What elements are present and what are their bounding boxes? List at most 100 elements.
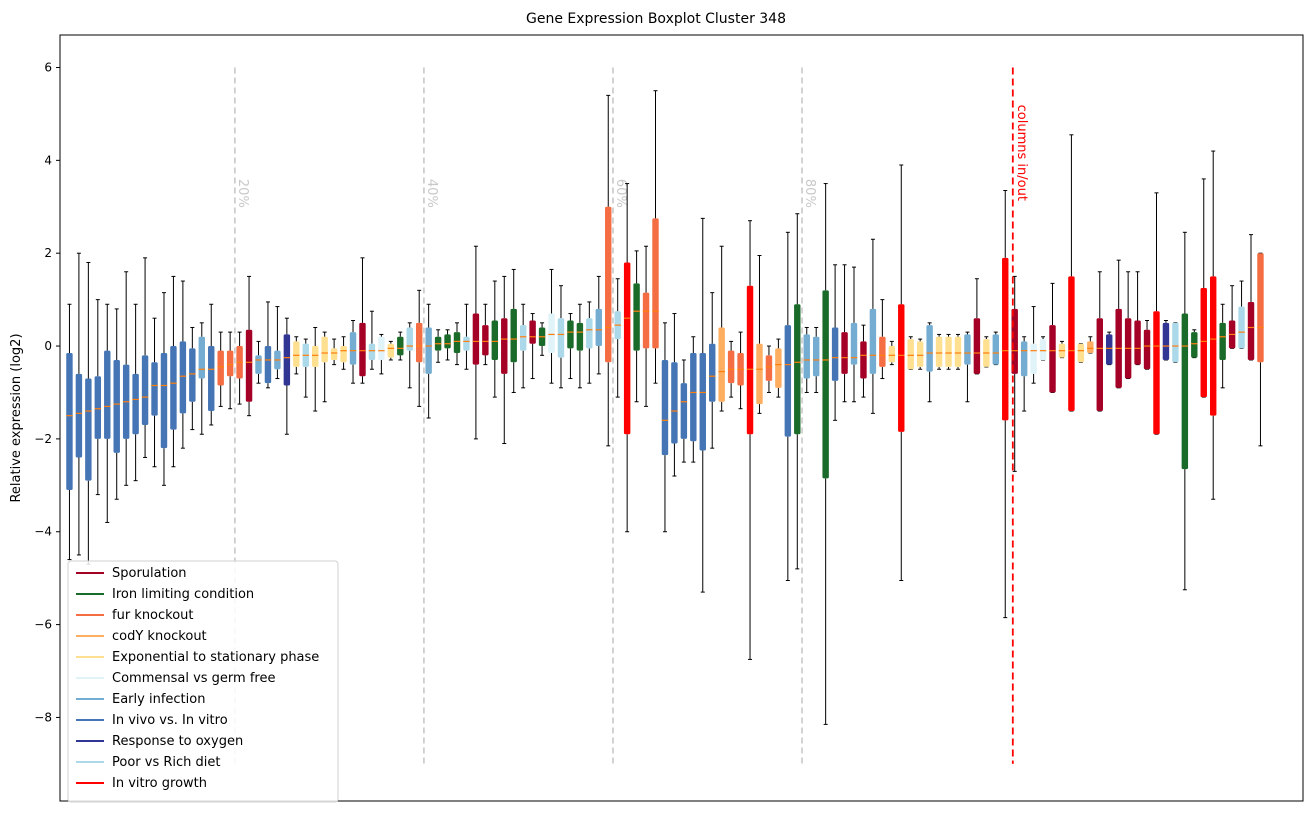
box-125	[1238, 280, 1245, 349]
box-iqr	[1030, 343, 1037, 374]
box-30	[340, 336, 347, 370]
box-iqr	[576, 322, 584, 351]
legend-label: Poor vs Rich diet	[112, 755, 220, 770]
columns-in-out-label: columns in/out	[1014, 105, 1029, 201]
box-iqr	[907, 339, 914, 370]
box-iqr	[321, 336, 328, 363]
box-89	[898, 164, 905, 581]
box-iqr	[1077, 343, 1085, 363]
box-97	[973, 278, 981, 375]
box-iqr	[1257, 253, 1264, 363]
box-20	[245, 275, 253, 417]
box-70	[718, 245, 725, 412]
box-iqr	[841, 332, 848, 374]
box-55	[576, 303, 584, 389]
box-iqr	[359, 322, 366, 377]
box-iqr	[623, 262, 631, 435]
box-iqr	[1002, 257, 1009, 421]
box-iqr	[330, 348, 338, 360]
box-49	[519, 303, 527, 389]
box-iqr	[945, 336, 952, 367]
box-121	[1200, 178, 1207, 398]
box-iqr	[94, 376, 102, 439]
percentile-label: 80%	[802, 179, 817, 208]
box-iqr	[898, 304, 905, 432]
box-iqr	[453, 332, 461, 354]
y-tick-label: 0	[44, 339, 52, 353]
legend-label: Sporulation	[112, 566, 187, 581]
box-iqr	[151, 362, 158, 416]
box-1	[66, 303, 73, 561]
box-iqr	[501, 318, 508, 374]
box-iqr	[387, 343, 395, 358]
box-82	[831, 264, 839, 421]
box-iqr	[992, 334, 1000, 365]
box-104	[1039, 336, 1047, 361]
box-6	[113, 308, 120, 500]
box-iqr	[1200, 288, 1207, 398]
box-iqr	[822, 290, 829, 479]
chart-title: Gene Expression Boxplot Cluster 348	[526, 11, 786, 27]
box-iqr	[113, 359, 120, 453]
box-5	[104, 303, 111, 523]
box-108	[1077, 343, 1085, 363]
box-iqr	[160, 353, 168, 449]
box-iqr	[1181, 313, 1189, 470]
box-85	[860, 324, 867, 398]
box-iqr	[765, 355, 773, 381]
box-iqr	[869, 308, 877, 374]
box-iqr	[519, 325, 527, 351]
box-18	[226, 331, 234, 410]
box-iqr	[226, 350, 234, 377]
box-66	[680, 359, 688, 463]
box-iqr	[888, 346, 896, 363]
box-iqr	[756, 343, 763, 405]
box-iqr	[349, 332, 357, 365]
box-iqr	[255, 355, 262, 374]
box-iqr	[794, 304, 801, 435]
plot-frame	[59, 34, 1304, 802]
box-iqr	[1020, 341, 1028, 377]
box-46	[491, 280, 499, 398]
box-iqr	[548, 313, 555, 354]
box-41	[444, 329, 451, 361]
box-iqr	[444, 334, 451, 349]
box-iqr	[425, 327, 432, 374]
box-iqr	[1219, 322, 1226, 360]
legend-label: fur knockout	[112, 608, 194, 623]
box-iqr	[1172, 322, 1179, 363]
box-19	[236, 331, 243, 405]
box-45	[482, 303, 489, 366]
box-119	[1181, 231, 1189, 591]
box-90	[907, 336, 914, 370]
legend-label: Iron limiting condition	[112, 587, 254, 602]
box-iqr	[472, 313, 480, 365]
box-68	[699, 217, 706, 593]
box-47	[501, 275, 508, 445]
box-21	[255, 340, 262, 384]
box-65	[671, 313, 678, 477]
box-98	[983, 336, 990, 368]
box-42	[453, 322, 461, 366]
box-15	[198, 322, 206, 435]
box-106	[1058, 340, 1066, 359]
box-116	[1153, 192, 1160, 435]
box-iqr	[510, 308, 517, 363]
box-99	[992, 331, 1000, 366]
y-tick-label: −4	[34, 525, 52, 539]
legend-label: In vitro growth	[112, 776, 207, 791]
y-tick-label: 2	[44, 246, 52, 260]
box-56	[586, 301, 593, 384]
box-84	[850, 266, 858, 403]
box-117	[1162, 320, 1170, 361]
box-72	[737, 331, 744, 410]
box-14	[189, 326, 196, 431]
box-26	[302, 338, 309, 398]
legend-label: Commensal vs germ free	[112, 671, 275, 686]
box-iqr	[397, 336, 404, 356]
box-126	[1247, 234, 1255, 361]
box-2	[75, 252, 83, 556]
y-axis-label: Relative expression (log2)	[9, 333, 24, 502]
box-77	[784, 231, 792, 581]
